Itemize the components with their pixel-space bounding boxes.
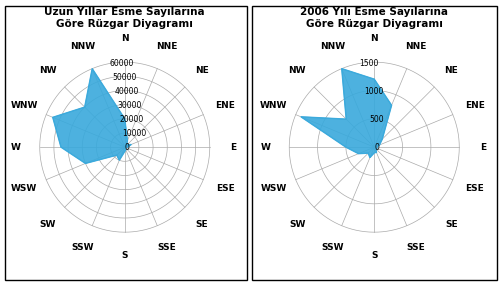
Text: 0: 0	[374, 143, 379, 152]
Text: SW: SW	[289, 220, 305, 229]
Text: NE: NE	[195, 66, 209, 75]
Text: NNE: NNE	[156, 42, 177, 51]
Text: 0: 0	[125, 143, 130, 152]
Text: NNW: NNW	[320, 42, 345, 51]
Text: WSW: WSW	[260, 184, 287, 193]
Text: NNW: NNW	[70, 42, 96, 51]
Text: ENE: ENE	[465, 101, 485, 110]
Text: ENE: ENE	[216, 101, 235, 110]
Text: W: W	[11, 143, 21, 152]
Text: WNW: WNW	[10, 101, 38, 110]
Text: ESE: ESE	[466, 184, 484, 193]
Text: NW: NW	[39, 66, 56, 75]
Text: E: E	[231, 143, 237, 152]
Text: ESE: ESE	[216, 184, 235, 193]
Text: 30000: 30000	[117, 101, 142, 110]
Text: SSE: SSE	[157, 243, 176, 252]
Text: 1500: 1500	[359, 59, 379, 68]
Text: NNE: NNE	[405, 42, 427, 51]
Text: WNW: WNW	[260, 101, 287, 110]
Text: N: N	[121, 34, 129, 43]
Text: SSW: SSW	[321, 243, 344, 252]
Text: E: E	[480, 143, 486, 152]
Text: W: W	[260, 143, 270, 152]
Text: N: N	[370, 34, 378, 43]
Text: SSW: SSW	[72, 243, 94, 252]
Text: 60000: 60000	[110, 59, 134, 68]
Text: NE: NE	[444, 66, 458, 75]
Text: WSW: WSW	[11, 184, 37, 193]
Text: S: S	[121, 252, 128, 260]
Polygon shape	[301, 68, 392, 158]
Text: 1000: 1000	[364, 87, 384, 96]
Text: SE: SE	[196, 220, 208, 229]
Text: 500: 500	[369, 115, 384, 124]
Text: SE: SE	[445, 220, 458, 229]
Text: SSE: SSE	[407, 243, 425, 252]
Text: SW: SW	[39, 220, 56, 229]
Title: 2006 Yılı Esme Sayılarına
Göre Rüzgar Diyagramı: 2006 Yılı Esme Sayılarına Göre Rüzgar Di…	[300, 7, 448, 29]
Text: 40000: 40000	[115, 87, 139, 96]
Text: 10000: 10000	[122, 129, 147, 138]
Text: S: S	[371, 252, 378, 260]
Text: NW: NW	[288, 66, 306, 75]
Text: 20000: 20000	[120, 115, 144, 124]
Title: Uzun Yıllar Esme Sayılarına
Göre Rüzgar Diyagramı: Uzun Yıllar Esme Sayılarına Göre Rüzgar …	[44, 7, 205, 29]
Text: 50000: 50000	[112, 73, 137, 82]
Polygon shape	[53, 68, 131, 163]
